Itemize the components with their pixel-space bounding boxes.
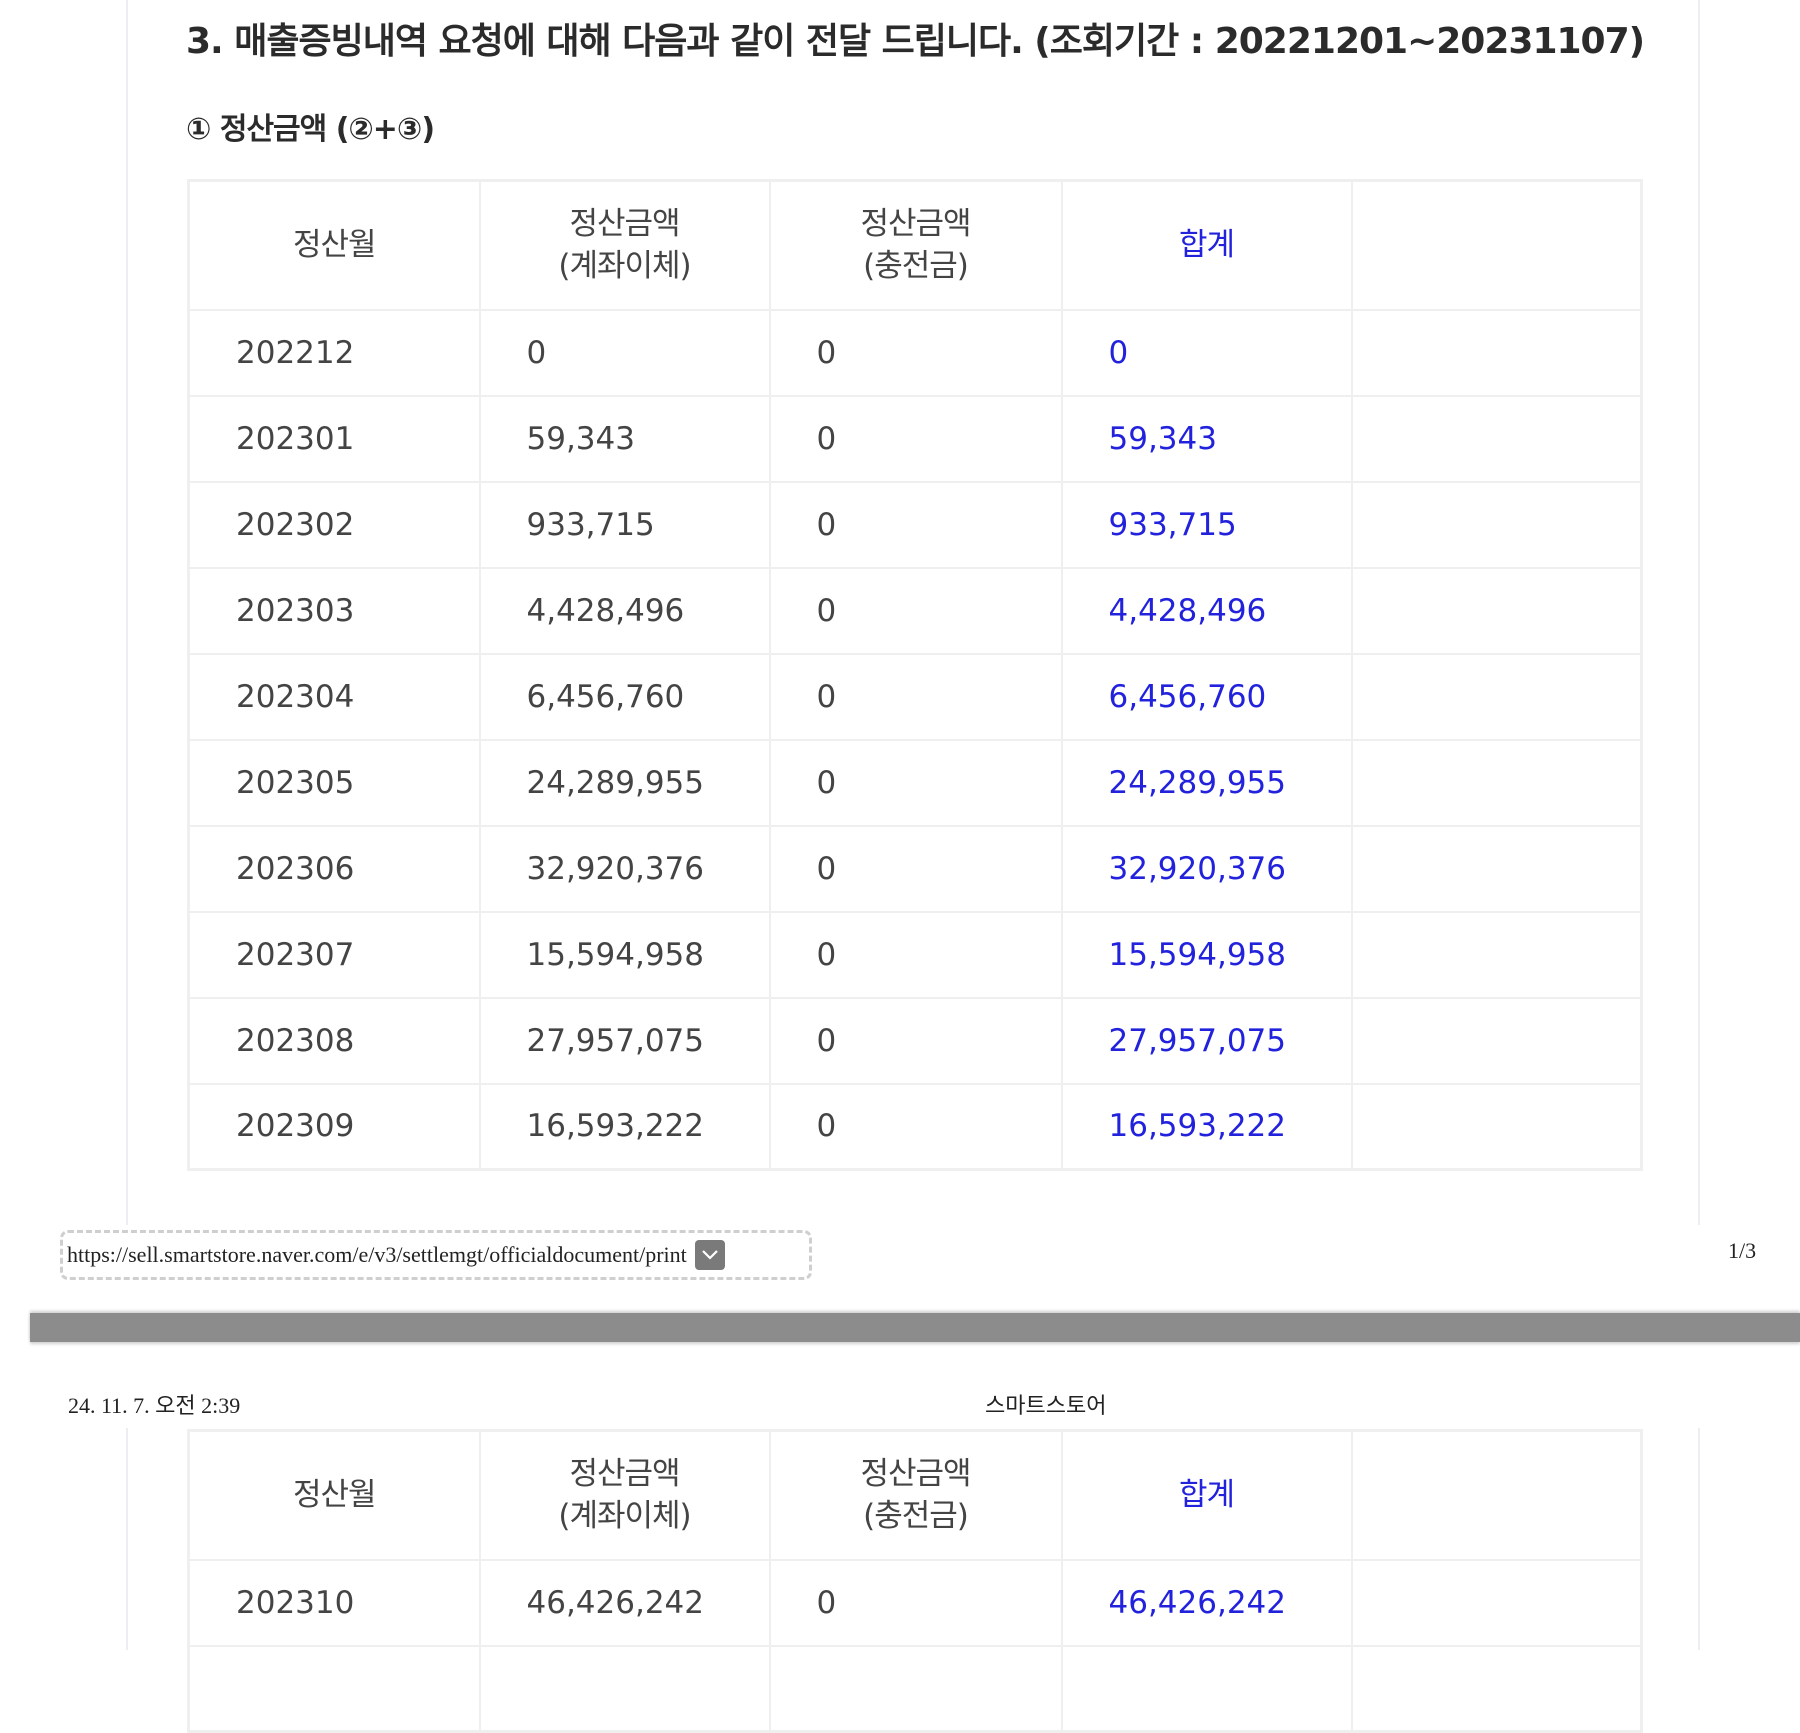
cell-month: 202301	[187, 394, 481, 483]
page-border-right	[1698, 0, 1700, 1225]
cell-charge: 0	[768, 738, 1063, 827]
cell-total: 46,426,242	[1060, 1558, 1353, 1647]
cell-transfer: 16,593,222	[478, 1082, 771, 1171]
table-header-row: 정산월 정산금액 (계좌이체) 정산금액 (충전금) 합계	[187, 179, 1643, 311]
table-row: 202309 16,593,222 0 16,593,222	[187, 1082, 1643, 1171]
cell-charge: 0	[768, 996, 1063, 1085]
cell-empty	[1350, 1082, 1643, 1171]
cell-empty	[1350, 566, 1643, 655]
cell-total: 933,715	[1060, 480, 1353, 569]
page2-border-left	[126, 1428, 128, 1650]
cell-transfer: 59,343	[478, 394, 771, 483]
header-settlement-month: 정산월	[187, 179, 481, 311]
cell-total: 4,428,496	[1060, 566, 1353, 655]
page-number: 1/3	[1728, 1238, 1757, 1263]
cell-charge: 0	[768, 308, 1063, 397]
header-empty	[1350, 179, 1643, 311]
table-row: 202308 27,957,075 0 27,957,075	[187, 996, 1643, 1085]
cell-month: 202307	[187, 910, 481, 999]
cell-total: 59,343	[1060, 394, 1353, 483]
page-separator	[30, 1313, 1800, 1342]
section-title: 3. 매출증빙내역 요청에 대해 다음과 같이 전달 드립니다. (조회기간 :…	[186, 21, 1645, 62]
cell-charge: 0	[768, 394, 1063, 483]
cell-charge: 0	[768, 1082, 1063, 1171]
header-empty	[1350, 1429, 1643, 1561]
cell-transfer: 6,456,760	[478, 652, 771, 741]
cell-month: 202304	[187, 652, 481, 741]
cell-total: 6,456,760	[1060, 652, 1353, 741]
header-settlement-month: 정산월	[187, 1429, 481, 1561]
cell-month: 202303	[187, 566, 481, 655]
chevron-down-icon[interactable]	[694, 1240, 725, 1270]
header-transfer-amount: 정산금액 (계좌이체)	[478, 1429, 771, 1561]
cell-empty	[1350, 308, 1643, 397]
cell-transfer: 933,715	[478, 480, 771, 569]
table-row: 202310 46,426,242 0 46,426,242	[187, 1558, 1643, 1647]
table-header-row: 정산월 정산금액 (계좌이체) 정산금액 (충전금) 합계	[187, 1429, 1643, 1561]
settlement-table-continued: 정산월 정산금액 (계좌이체) 정산금액 (충전금) 합계 202310 46,426…	[187, 1429, 1643, 1733]
cell-empty	[1350, 824, 1643, 913]
table-row: 202302 933,715 0 933,715	[187, 480, 1643, 569]
cell-total: 27,957,075	[1060, 996, 1353, 1085]
cell-charge: 0	[768, 480, 1063, 569]
cell-month: 202308	[187, 996, 481, 1085]
cell-empty	[1350, 738, 1643, 827]
table-row: 202307 15,594,958 0 15,594,958	[187, 910, 1643, 999]
table-row: 202301 59,343 0 59,343	[187, 394, 1643, 483]
cell-empty	[1350, 996, 1643, 1085]
cell-transfer: 24,289,955	[478, 738, 771, 827]
cell-empty	[1350, 394, 1643, 483]
table-row	[187, 1644, 1643, 1733]
cell-charge: 0	[768, 824, 1063, 913]
page2-border-right	[1698, 1428, 1700, 1650]
cell-charge: 0	[768, 652, 1063, 741]
cell-total: 32,920,376	[1060, 824, 1353, 913]
cell-transfer: 27,957,075	[478, 996, 771, 1085]
cell-total: 15,594,958	[1060, 910, 1353, 999]
cell-empty	[1350, 480, 1643, 569]
cell-month: 202212	[187, 308, 481, 397]
cell-transfer: 15,594,958	[478, 910, 771, 999]
cell-total: 24,289,955	[1060, 738, 1353, 827]
cell-charge: 0	[768, 1558, 1063, 1647]
cell-month: 202309	[187, 1082, 481, 1171]
header-total: 합계	[1060, 179, 1353, 311]
header-total: 합계	[1060, 1429, 1353, 1561]
table-row: 202303 4,428,496 0 4,428,496	[187, 566, 1643, 655]
cell-month: 202310	[187, 1558, 481, 1647]
page-border-left	[126, 0, 128, 1225]
cell-empty	[1350, 652, 1643, 741]
cell-charge: 0	[768, 910, 1063, 999]
cell-empty	[1350, 1558, 1643, 1647]
cell-transfer: 0	[478, 308, 771, 397]
table-row: 202306 32,920,376 0 32,920,376	[187, 824, 1643, 913]
cell-empty	[1350, 910, 1643, 999]
print-site-name: 스마트스토어	[985, 1393, 1107, 1418]
cell-total: 16,593,222	[1060, 1082, 1353, 1171]
table-row: 202304 6,456,760 0 6,456,760	[187, 652, 1643, 741]
cell-month: 202302	[187, 480, 481, 569]
cell-transfer: 46,426,242	[478, 1558, 771, 1647]
print-url-footer[interactable]: https://sell.smartstore.naver.com/e/v3/s…	[60, 1230, 812, 1280]
print-datetime: 24. 11. 7. 오전 2:39	[68, 1393, 241, 1418]
header-transfer-amount: 정산금액 (계좌이체)	[478, 179, 771, 311]
cell-charge: 0	[768, 566, 1063, 655]
table-row: 202305 24,289,955 0 24,289,955	[187, 738, 1643, 827]
table-row: 202212 0 0 0	[187, 308, 1643, 397]
cell-month: 202305	[187, 738, 481, 827]
header-charge-amount: 정산금액 (충전금)	[768, 1429, 1063, 1561]
cell-transfer: 32,920,376	[478, 824, 771, 913]
print-url-text[interactable]: https://sell.smartstore.naver.com/e/v3/s…	[67, 1242, 687, 1267]
settlement-table: 정산월 정산금액 (계좌이체) 정산금액 (충전금) 합계 202212 0 0 0 20…	[187, 179, 1643, 1171]
cell-month: 202306	[187, 824, 481, 913]
cell-transfer: 4,428,496	[478, 566, 771, 655]
cell-total: 0	[1060, 308, 1353, 397]
section-subtitle: ① 정산금액 (②+③)	[186, 112, 435, 147]
header-charge-amount: 정산금액 (충전금)	[768, 179, 1063, 311]
